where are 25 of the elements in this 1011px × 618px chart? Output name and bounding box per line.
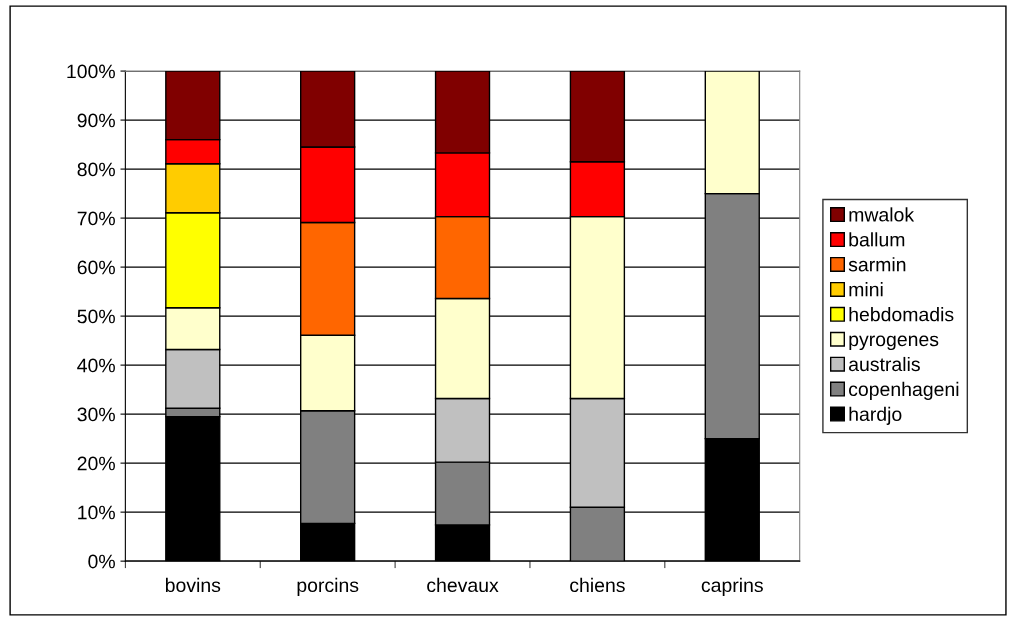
x-tick-label: bovins [165, 577, 221, 593]
x-tick-label: chiens [570, 577, 625, 593]
legend-label: australis [849, 356, 920, 372]
y-tick-label: 10% [78, 505, 115, 520]
x-tick-label: caprins [701, 577, 763, 596]
legend-label: sarmin [848, 257, 906, 272]
x-tick-label: porcins [297, 577, 359, 596]
y-tick-label: 70% [77, 211, 115, 226]
y-tick-label: 100% [67, 64, 115, 79]
y-tick-label: 60% [77, 260, 115, 275]
y-tick-label: 20% [77, 456, 115, 471]
y-tick-label: 40% [77, 358, 115, 373]
legend-label: pyrogenes [849, 335, 939, 351]
x-tick-label: chevaux [427, 577, 499, 593]
legend-label: mini [849, 282, 883, 297]
y-tick-label: 50% [77, 309, 115, 324]
y-tick-label: 80% [77, 162, 115, 177]
y-tick-label: 0% [88, 554, 115, 569]
y-tick-label: 30% [77, 407, 115, 422]
legend-label: mwalok [849, 207, 915, 222]
legend-label: hardjo [849, 406, 902, 425]
legend-label: hebdomadis [849, 307, 954, 322]
y-tick-label: 90% [77, 113, 115, 128]
legend-label: ballum [849, 232, 905, 247]
legend-label: copenhageni [849, 381, 959, 400]
